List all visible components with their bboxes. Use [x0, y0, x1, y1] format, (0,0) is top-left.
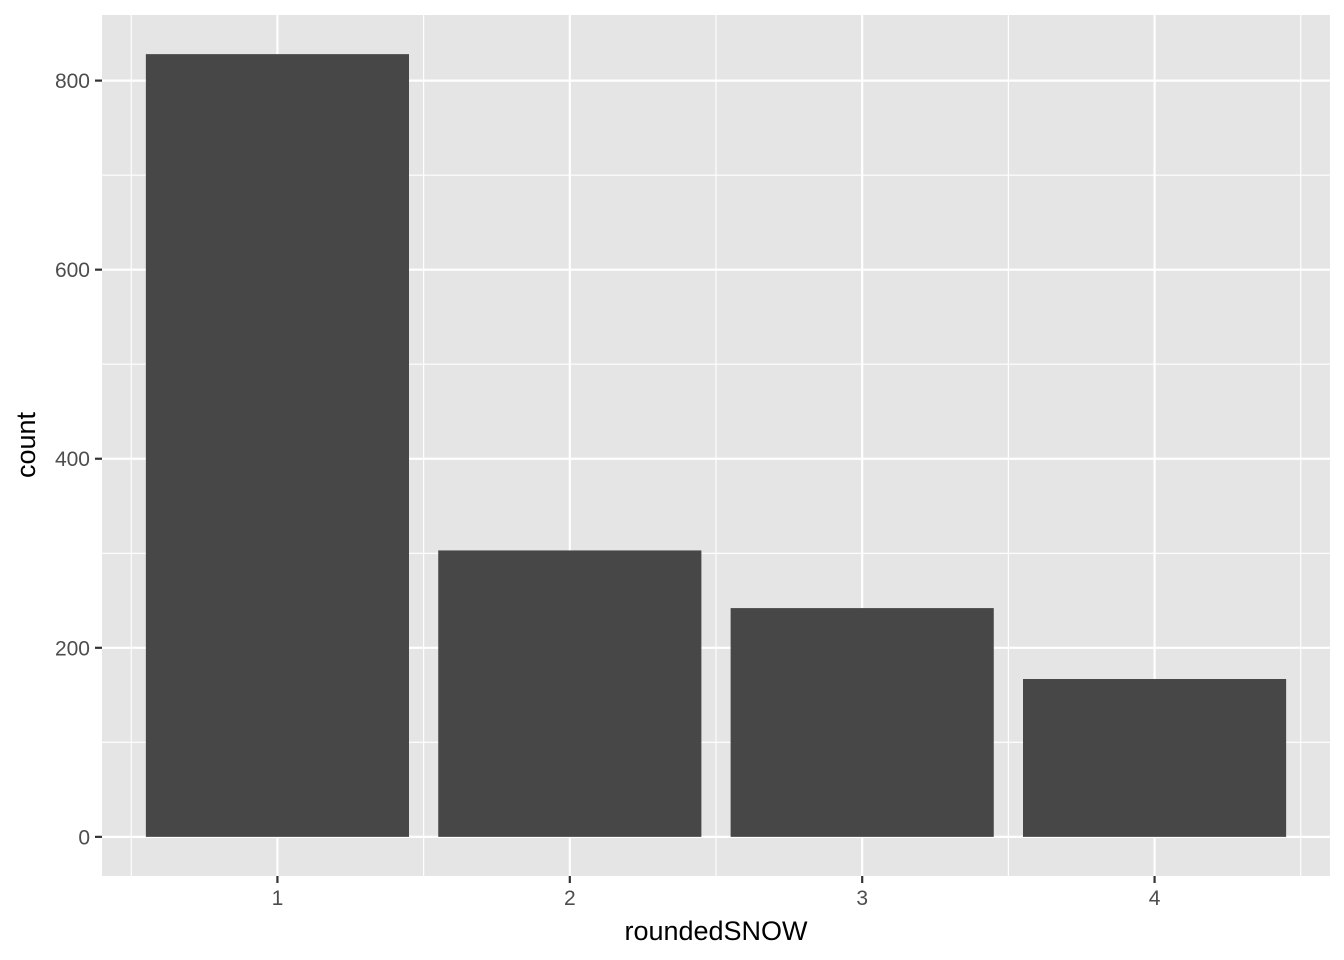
bar-3	[730, 608, 994, 837]
x-axis-ticks: 1 2 3 4	[272, 876, 1161, 910]
bar-2	[438, 550, 702, 837]
x-tick-label: 3	[856, 887, 868, 910]
y-tick-label: 600	[55, 259, 90, 282]
x-tick-label: 2	[564, 887, 576, 910]
y-tick-label: 200	[55, 637, 90, 660]
x-tick-label: 4	[1149, 887, 1161, 910]
x-tick-label: 1	[272, 887, 284, 910]
y-axis-title: count	[11, 411, 41, 478]
y-tick-label: 400	[55, 448, 90, 471]
bars	[145, 54, 1287, 837]
x-axis-title: roundedSNOW	[624, 916, 808, 946]
bar-4	[1023, 678, 1287, 837]
y-tick-label: 0	[78, 826, 90, 849]
y-axis-ticks: 0 200 400 600 800	[55, 70, 102, 849]
y-tick-label: 800	[55, 70, 90, 93]
bar-1	[145, 54, 409, 837]
